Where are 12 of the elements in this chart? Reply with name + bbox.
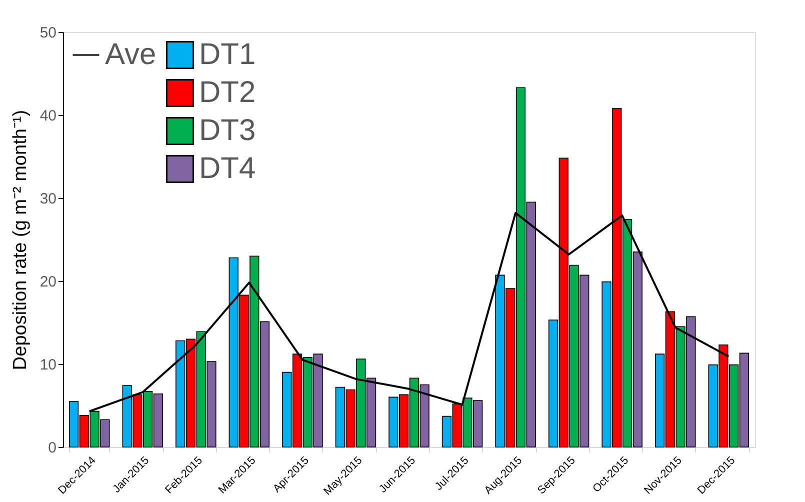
y-axis-title: Deposition rate (g m⁻² month⁻¹) [10, 110, 31, 370]
legend-label: DT3 [199, 114, 256, 147]
y-tick-label: 10 [40, 356, 56, 374]
y-tick-label: 50 [40, 24, 56, 42]
y-tick-label: 0 [48, 440, 56, 456]
legend-label: Ave [105, 38, 156, 71]
legend-label: DT1 [199, 38, 256, 71]
y-tick-label: 40 [40, 108, 56, 124]
legend-label: DT4 [199, 152, 256, 185]
y-tick-label: 30 [40, 190, 56, 208]
legend-label: DT2 [199, 76, 256, 109]
y-tick-label: 20 [40, 274, 56, 290]
